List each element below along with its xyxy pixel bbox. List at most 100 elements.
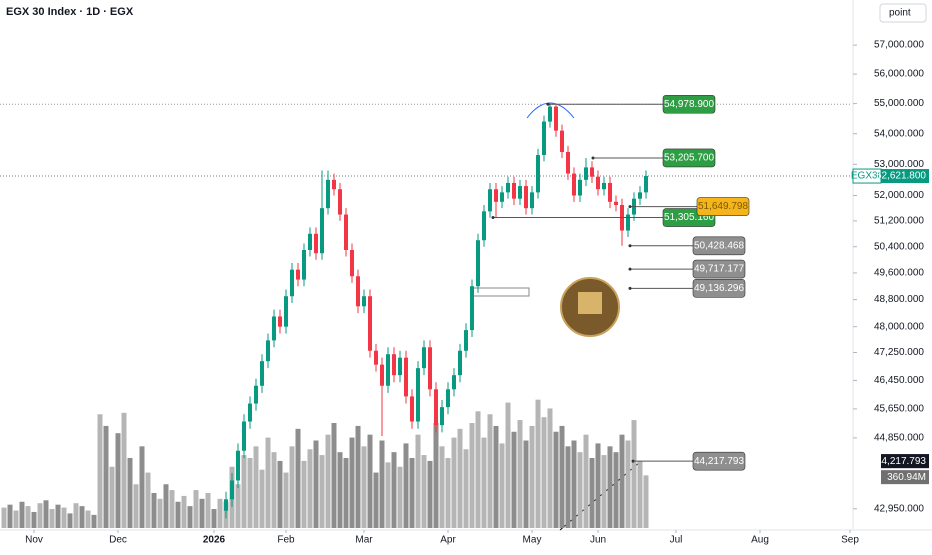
volume-tag-label: 360.94M — [887, 472, 926, 483]
volume-bar — [571, 440, 577, 528]
candle-body — [314, 233, 318, 254]
volume-bar — [397, 466, 403, 528]
candle-body — [548, 106, 552, 122]
candle-body — [278, 316, 282, 327]
y-tick-label: 42,950.000 — [874, 503, 924, 514]
y-tick-label: 48,000.000 — [874, 321, 924, 332]
volume-bar — [43, 500, 49, 528]
volume-bar — [199, 498, 205, 528]
button[interactable]: point — [889, 8, 911, 19]
level-dot — [628, 267, 632, 271]
volume-bar — [457, 428, 463, 528]
volume-bar — [517, 420, 523, 528]
box-drawing — [472, 287, 530, 297]
candle-body — [416, 368, 420, 422]
volume-bar — [73, 503, 79, 528]
price-label: 52,621.800 — [876, 171, 926, 182]
candle-body — [272, 316, 276, 341]
volume-bar — [391, 452, 397, 528]
volume-bar — [193, 490, 199, 528]
candle-body — [224, 499, 228, 511]
volume-bar — [157, 498, 163, 528]
candle-body — [356, 276, 360, 307]
candle-body — [464, 330, 468, 351]
chart-title: EGX 30 Index · 1D · EGX — [6, 6, 134, 18]
candle-body — [254, 385, 258, 404]
volume-bar — [145, 472, 151, 528]
y-tick-label: 44,850.000 — [874, 433, 924, 444]
volume-bar — [97, 414, 103, 528]
volume-bar — [307, 449, 313, 528]
volume-bar — [337, 452, 343, 528]
volume-bar — [559, 425, 565, 528]
volume-bar — [205, 493, 211, 528]
volume-bar — [613, 452, 619, 528]
candle-body — [284, 296, 288, 327]
volume-bar — [331, 423, 337, 528]
symbol-label: EGX30 — [851, 171, 884, 182]
volume-bar — [103, 425, 109, 528]
volume-bar — [505, 402, 511, 528]
volume-bar — [289, 446, 295, 528]
candle-body — [386, 354, 390, 386]
volume-bar — [607, 446, 613, 528]
candle-body — [638, 192, 642, 199]
candle-body — [626, 214, 630, 231]
volume-bar — [277, 460, 283, 528]
volume-bar — [283, 472, 289, 528]
volume-bar — [49, 509, 55, 528]
level-box — [662, 94, 716, 114]
volume-bar — [625, 440, 631, 528]
volume-bar — [367, 434, 373, 528]
volume-bar — [643, 475, 649, 528]
level-box — [692, 259, 746, 279]
volume-bar — [475, 411, 481, 528]
volume-bar — [451, 437, 457, 528]
candle-body — [530, 192, 534, 209]
volume-bar — [79, 506, 85, 528]
volume-bar — [319, 455, 325, 528]
x-tick-label: Jun — [590, 535, 606, 546]
candle-body — [362, 296, 366, 307]
volume-bar — [127, 458, 133, 528]
volume-bar — [523, 440, 529, 528]
candle-body — [512, 182, 516, 199]
candle-body — [380, 364, 384, 386]
candle-body — [602, 182, 606, 190]
volume-bar — [211, 509, 217, 528]
level-dot — [546, 102, 550, 106]
level-dot — [628, 286, 632, 290]
y-tick-label: 56,000.000 — [874, 69, 924, 80]
volume-bar — [175, 501, 181, 528]
volume-bar — [529, 425, 535, 528]
level-label: 53,205.700 — [664, 153, 714, 164]
candle-body — [350, 249, 354, 277]
level-dot — [631, 459, 635, 463]
candle-body — [428, 347, 432, 390]
candle-body — [596, 176, 600, 190]
candle-body — [392, 354, 396, 376]
level-dot — [491, 216, 495, 220]
y-tick-label: 47,250.000 — [874, 347, 924, 358]
volume-bar — [151, 493, 157, 528]
volume-bar — [91, 514, 97, 528]
button-frame[interactable] — [879, 3, 927, 23]
volume-bar — [163, 484, 169, 528]
volume-bar — [349, 437, 355, 528]
volume-bar — [109, 466, 115, 528]
volume-bar — [619, 434, 625, 528]
candle-body — [422, 347, 426, 369]
candle-body — [536, 155, 540, 193]
volume-bar — [121, 412, 127, 528]
volume-bar — [415, 434, 421, 528]
volume-bar — [631, 420, 637, 528]
candle-body — [332, 179, 336, 190]
candle-body — [518, 186, 522, 199]
candle-body — [446, 389, 450, 408]
volume-bar — [19, 501, 25, 528]
candle-body — [590, 167, 594, 177]
level-label: 44,217.793 — [694, 456, 744, 467]
y-tick-label: 57,000.000 — [874, 40, 924, 51]
volume-bar — [361, 446, 367, 528]
x-tick-label: Mar — [355, 535, 373, 546]
